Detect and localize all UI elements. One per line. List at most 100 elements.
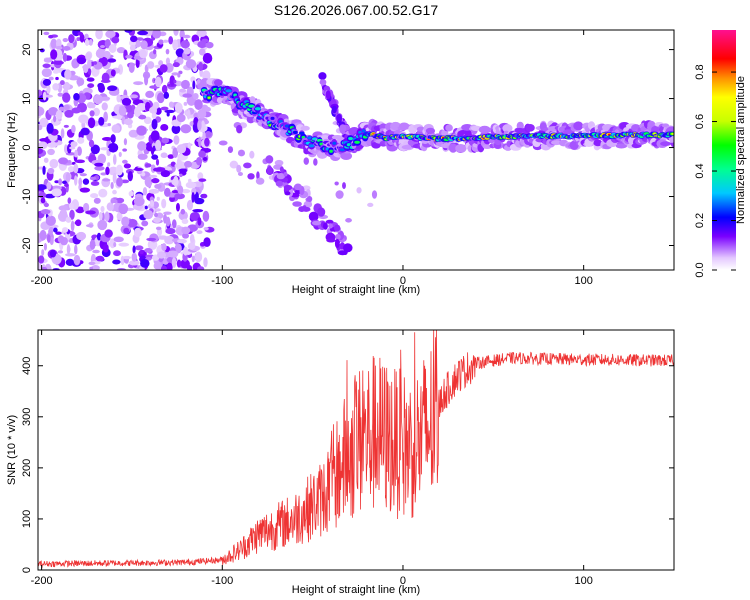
spectrogram-cell [502, 124, 513, 133]
spectrogram-cell [151, 112, 157, 119]
spectrogram-cell [164, 109, 175, 114]
spectrogram-cell [246, 115, 255, 124]
spectrogram-cell [42, 165, 46, 176]
spectrogram-cell [197, 40, 208, 49]
spectrogram-cell [90, 144, 100, 155]
spectrogram-cell [102, 178, 111, 182]
spectrogram-cell [84, 33, 89, 39]
snr-x-tick-label: 100 [574, 575, 592, 587]
spectrogram-cell [70, 141, 78, 148]
spectrogram-cell [249, 150, 255, 159]
spectrogram-cell [133, 227, 142, 238]
spectrogram-cell [83, 202, 90, 213]
snr-y-tick-label: 400 [21, 357, 33, 375]
spectrogram-cell [124, 30, 133, 33]
spectrogram-cell [86, 101, 94, 109]
spectrogram-cell [323, 222, 328, 230]
spectrogram-cell [198, 48, 206, 56]
spectrogram-cell [107, 162, 111, 167]
spectrogram-cell [160, 169, 171, 178]
spectrogram-cell [68, 34, 75, 44]
spectrogram-cell [181, 218, 189, 225]
spectrogram-cell [66, 244, 71, 255]
spectrogram-cell [196, 157, 203, 166]
spectrogram-cell [79, 187, 91, 193]
snr-x-tick-label: -100 [211, 575, 233, 587]
spectrogram-cell [573, 121, 584, 131]
spectrogram-cell [284, 191, 291, 196]
spectrogram-cell [41, 68, 52, 78]
spectrogram-frame [37, 29, 675, 271]
spectrogram-cell [202, 156, 208, 162]
spectrogram-cell [63, 124, 69, 128]
spectrogram-y-tick-label: -20 [21, 238, 33, 254]
spectrogram-cell [40, 197, 46, 204]
spectrogram-cell [118, 203, 129, 215]
spectrogram-cell [80, 127, 90, 136]
spectrogram-cell [74, 149, 78, 158]
spectrogram-cell [189, 234, 195, 244]
spectrogram-cell [448, 143, 458, 153]
snr-y-label: SNR (10 * v/v) [6, 415, 18, 485]
spectrogram-cell [236, 124, 243, 134]
spectrogram-cell [156, 196, 160, 201]
spectrogram-cell [401, 144, 413, 150]
spectrogram-cell [142, 187, 148, 196]
spectrogram-cell [89, 110, 95, 117]
spectrogram-cell [144, 176, 153, 188]
spectrogram-cell [201, 193, 208, 199]
colorbar-tick-label: 0.2 [694, 213, 706, 228]
spectrogram-cell [204, 106, 211, 112]
spectrogram-cell [113, 241, 117, 248]
spectrogram-cell [198, 136, 202, 148]
spectrogram-cell [161, 137, 170, 144]
spectrogram-cell [311, 220, 322, 226]
spectrogram-cell [178, 168, 188, 173]
spectrogram-cell [345, 218, 352, 223]
spectrogram-cell [361, 129, 366, 133]
spectrogram-cell [54, 180, 60, 184]
spectrogram-cell [176, 144, 187, 154]
spectrogram-cell [151, 178, 160, 184]
spectrogram-cell [185, 181, 197, 189]
spectrogram-cell [455, 144, 467, 153]
spectrogram-cell [57, 235, 65, 243]
spectrogram-cell [125, 54, 133, 59]
spectrogram-cell [50, 38, 58, 50]
spectrogram-cell [308, 144, 315, 148]
colorbar-tick-label: 0.0 [694, 262, 706, 277]
spectrogram-cell [38, 184, 47, 191]
spectrogram-cell [249, 96, 256, 105]
spectrogram-cell [39, 138, 50, 142]
spectrogram-cell [196, 230, 203, 235]
spectrogram-cell [134, 245, 144, 251]
spectrogram-cell [89, 266, 94, 270]
spectrogram-cell [82, 178, 90, 185]
spectrogram-cell [198, 178, 207, 182]
spectrogram-cell [39, 48, 45, 53]
spectrogram-cell [254, 107, 261, 111]
spectrogram-cell [144, 101, 151, 112]
snr-panel: -200 -100 0 100 0 100 200 300 400 Height of str… [6, 329, 675, 596]
spectrogram-cell [65, 172, 71, 183]
spectrogram-cell [342, 182, 346, 190]
spectrogram-cell [237, 171, 243, 177]
spectrogram-cell [172, 39, 179, 51]
spectrogram-cell [121, 97, 132, 106]
spectrogram-cell [158, 60, 164, 66]
spectrogram-cell [107, 142, 119, 153]
spectrogram-cell [173, 135, 180, 145]
spectrogram-cell [298, 206, 306, 213]
spectrogram-cell [64, 109, 74, 118]
spectrogram-cell [162, 39, 169, 43]
spectrogram-cell [139, 49, 147, 59]
spectrogram-x-tick-label: 100 [574, 275, 592, 287]
spectrogram-cell [147, 61, 155, 69]
spectrogram-cell [283, 171, 288, 177]
spectrogram-cell [470, 125, 482, 132]
spectrogram-cell [183, 47, 191, 55]
spectrogram-cell [60, 209, 68, 219]
spectrogram-cell [144, 205, 148, 210]
spectrogram-cell [57, 92, 64, 97]
spectrogram-cell [110, 199, 118, 204]
